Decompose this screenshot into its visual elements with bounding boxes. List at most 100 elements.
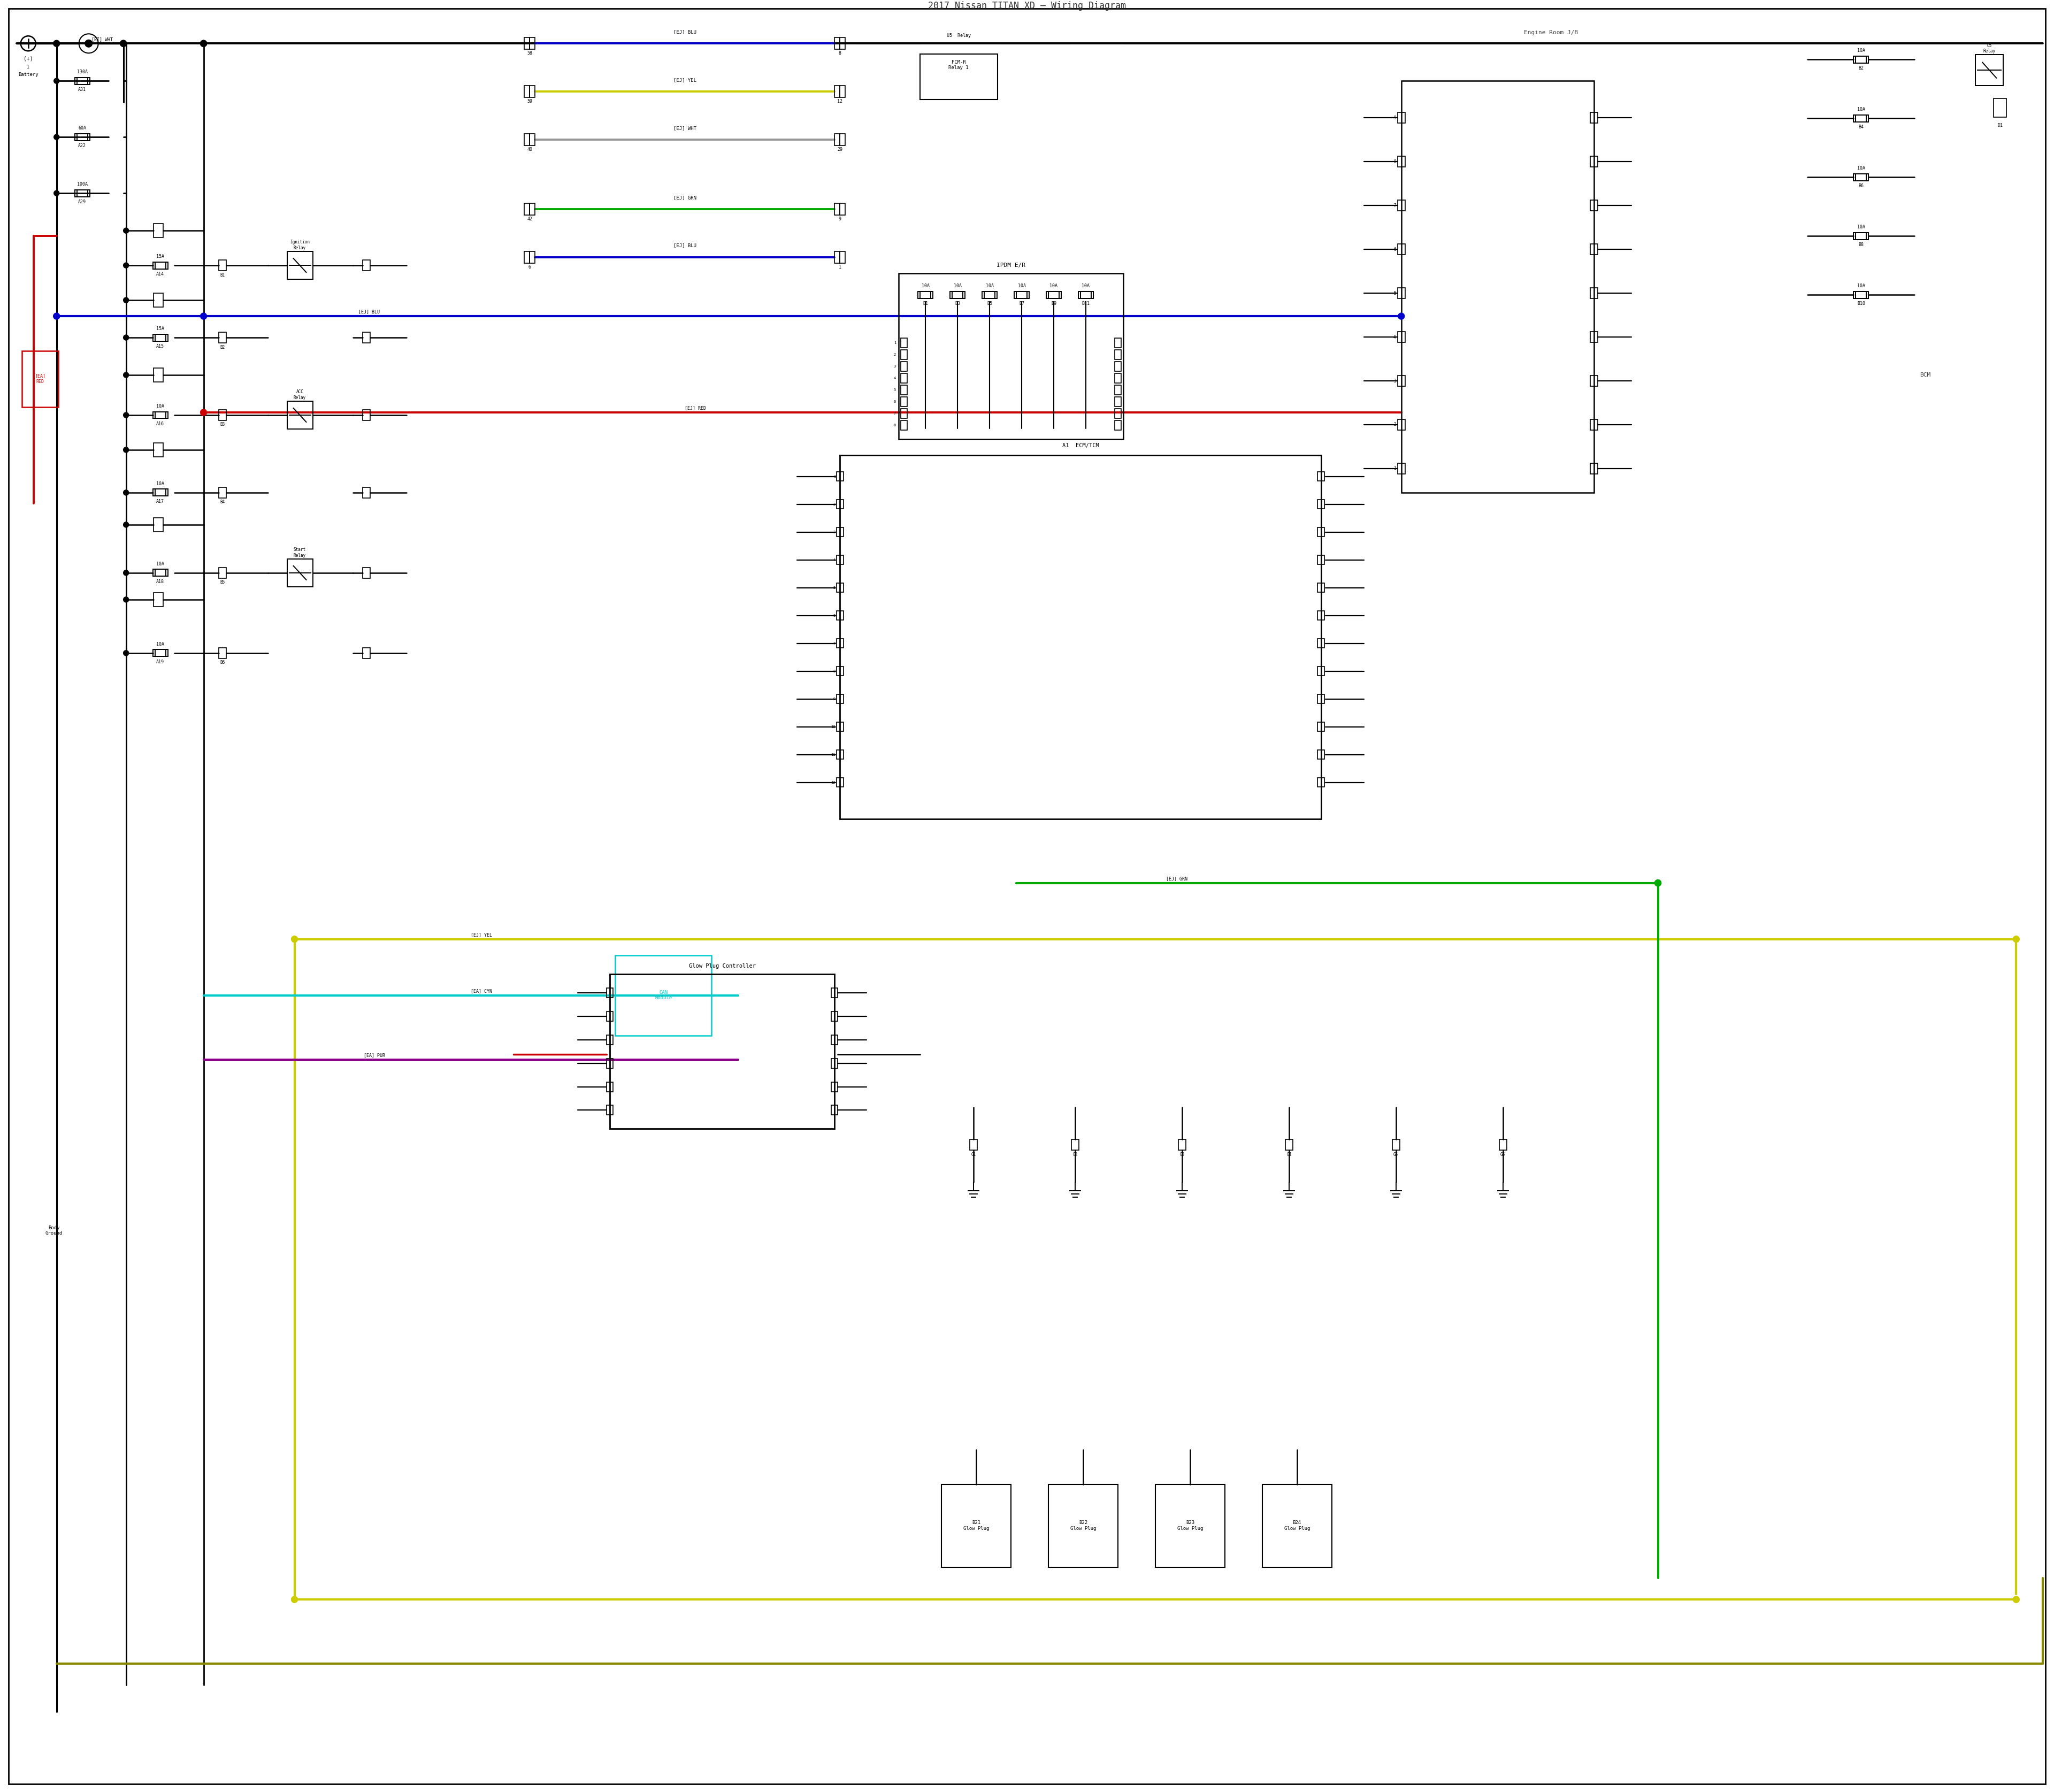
Text: Glow Plug Controller: Glow Plug Controller: [688, 962, 756, 968]
Bar: [836, 582, 844, 593]
Text: 15A: 15A: [156, 254, 164, 260]
Circle shape: [123, 521, 129, 527]
Bar: [154, 518, 162, 532]
Bar: [832, 1106, 838, 1115]
Circle shape: [53, 79, 60, 84]
Circle shape: [53, 314, 60, 319]
Text: 1: 1: [834, 475, 836, 478]
Text: G2: G2: [1072, 1152, 1078, 1158]
Bar: [610, 973, 834, 1129]
Text: B1: B1: [922, 301, 928, 306]
Text: D1: D1: [1996, 124, 2003, 127]
Text: 100A: 100A: [76, 183, 88, 186]
Bar: [364, 487, 370, 498]
Text: ACC
Relay: ACC Relay: [294, 389, 306, 400]
Text: 10A: 10A: [986, 283, 994, 289]
Bar: [218, 487, 226, 498]
Bar: [606, 1082, 614, 1091]
Bar: [152, 649, 168, 656]
Bar: [836, 695, 844, 704]
Text: 12: 12: [832, 781, 836, 785]
Bar: [941, 1484, 1011, 1568]
Text: 1: 1: [838, 265, 842, 269]
Bar: [154, 294, 162, 306]
Bar: [1317, 640, 1325, 649]
Text: B23
Glow Plug: B23 Glow Plug: [1177, 1521, 1204, 1530]
Bar: [364, 410, 370, 421]
Bar: [1115, 409, 1121, 418]
Bar: [1499, 1140, 1508, 1150]
Text: 10A: 10A: [1857, 224, 1865, 229]
Text: A31: A31: [78, 88, 86, 91]
Text: 3: 3: [893, 366, 896, 367]
Bar: [836, 471, 844, 480]
Text: B3: B3: [955, 301, 959, 306]
Bar: [1397, 156, 1405, 167]
Bar: [616, 955, 711, 1036]
Bar: [902, 349, 908, 360]
Text: B7: B7: [1019, 301, 1025, 306]
Circle shape: [1399, 314, 1405, 319]
Bar: [982, 292, 996, 297]
Bar: [154, 443, 162, 457]
Bar: [836, 667, 844, 676]
Bar: [834, 86, 840, 97]
Circle shape: [123, 373, 129, 378]
Text: 10A: 10A: [953, 283, 961, 289]
Bar: [1853, 233, 1869, 240]
Circle shape: [123, 297, 129, 303]
Text: BCM: BCM: [1920, 373, 1931, 378]
Text: B3: B3: [220, 423, 224, 426]
Bar: [1393, 1140, 1399, 1150]
Bar: [364, 260, 370, 271]
Text: (+): (+): [23, 56, 33, 61]
Bar: [1317, 611, 1325, 620]
Text: B9: B9: [1052, 301, 1056, 306]
Bar: [902, 373, 908, 383]
Text: 130A: 130A: [76, 70, 88, 75]
Text: B4: B4: [220, 500, 224, 505]
Bar: [364, 332, 370, 342]
Bar: [836, 527, 844, 538]
Bar: [836, 751, 844, 760]
Text: 10A: 10A: [1857, 283, 1865, 289]
Bar: [1317, 582, 1325, 593]
Text: A17: A17: [156, 498, 164, 504]
Bar: [606, 1059, 614, 1068]
Text: 8: 8: [838, 50, 842, 56]
Bar: [1317, 471, 1325, 480]
Text: 8: 8: [893, 423, 896, 426]
Text: 59: 59: [528, 99, 532, 104]
Circle shape: [201, 39, 207, 47]
Bar: [1401, 81, 1594, 493]
Text: 8: 8: [834, 670, 836, 672]
Bar: [836, 778, 844, 787]
Bar: [1115, 349, 1121, 360]
Text: 10A: 10A: [156, 482, 164, 486]
Text: [EJ] YEL: [EJ] YEL: [674, 77, 696, 82]
Bar: [1397, 289, 1405, 299]
Bar: [606, 987, 614, 998]
Bar: [969, 1140, 978, 1150]
Bar: [902, 421, 908, 430]
Bar: [1317, 527, 1325, 538]
Bar: [836, 556, 844, 564]
Text: 10: 10: [832, 726, 836, 728]
Bar: [1590, 419, 1598, 430]
Bar: [832, 1082, 838, 1091]
Bar: [530, 202, 536, 215]
Text: Ignition
Relay: Ignition Relay: [290, 240, 310, 251]
Text: 3: 3: [834, 530, 836, 534]
Bar: [836, 640, 844, 649]
Bar: [23, 351, 58, 407]
Bar: [218, 568, 226, 579]
Text: A14: A14: [156, 272, 164, 276]
Text: A15: A15: [156, 344, 164, 349]
Bar: [1115, 362, 1121, 371]
Bar: [1179, 1140, 1185, 1150]
Text: G4: G4: [1286, 1152, 1292, 1158]
Circle shape: [201, 314, 207, 319]
Bar: [1286, 1140, 1292, 1150]
Text: B5: B5: [220, 581, 224, 584]
Circle shape: [53, 39, 60, 47]
